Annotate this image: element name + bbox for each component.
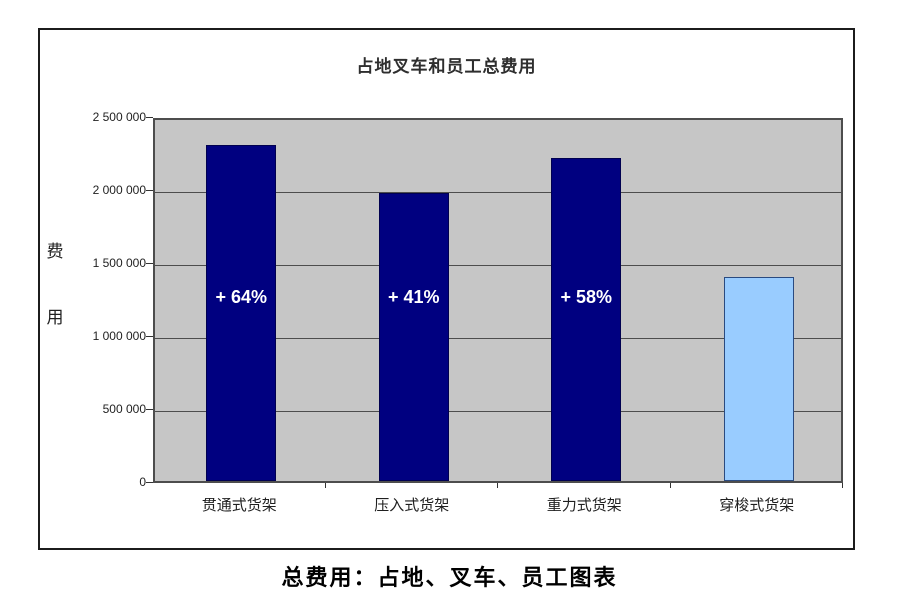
x-category-label: 压入式货架 bbox=[374, 497, 450, 514]
y-tick-label: 1 000 000 bbox=[92, 329, 146, 343]
y-axis-tick bbox=[146, 336, 153, 337]
x-axis-tick bbox=[842, 483, 843, 488]
y-tick-label: 2 500 000 bbox=[92, 110, 146, 124]
bar-穿梭式货架 bbox=[723, 276, 794, 481]
x-axis-tick bbox=[324, 483, 326, 488]
y-axis-title-char: 费 bbox=[46, 242, 64, 261]
x-category-label: 重力式货架 bbox=[546, 497, 622, 514]
bar-percent-label: + 64% bbox=[215, 287, 268, 307]
y-tick-label: 1 500 000 bbox=[92, 256, 146, 270]
gridline bbox=[155, 338, 841, 339]
y-axis-tick bbox=[146, 409, 153, 410]
bar-重力式货架 bbox=[551, 158, 622, 481]
y-tick-label: 2 000 000 bbox=[92, 183, 146, 197]
x-axis-tick bbox=[497, 483, 498, 488]
bar-贯通式货架 bbox=[206, 145, 277, 481]
y-axis-tick bbox=[146, 482, 153, 483]
x-category-label: 穿梭式货架 bbox=[719, 497, 795, 514]
y-axis-title-char: 用 bbox=[46, 308, 64, 327]
bar-percent-label: + 41% bbox=[387, 287, 440, 307]
gridline bbox=[155, 192, 841, 193]
bar-percent-label: + 58% bbox=[560, 287, 613, 307]
y-tick-label: 500 000 bbox=[102, 402, 146, 416]
gridline bbox=[155, 265, 841, 266]
plot-area: + 64% + 41% + 58% bbox=[153, 118, 843, 483]
bar-压入式货架 bbox=[378, 192, 449, 481]
chart-title: 占地叉车和员工总费用 bbox=[356, 57, 537, 76]
gridline bbox=[155, 411, 841, 412]
y-axis-tick bbox=[146, 190, 153, 191]
y-axis-tick bbox=[146, 117, 153, 118]
caption: 总费用：占地、叉车、员工图表 bbox=[281, 565, 618, 590]
y-axis-tick bbox=[146, 263, 153, 264]
x-axis-tick bbox=[669, 483, 671, 488]
y-tick-label: 0 bbox=[139, 475, 146, 489]
x-category-label: 贯通式货架 bbox=[201, 497, 277, 514]
